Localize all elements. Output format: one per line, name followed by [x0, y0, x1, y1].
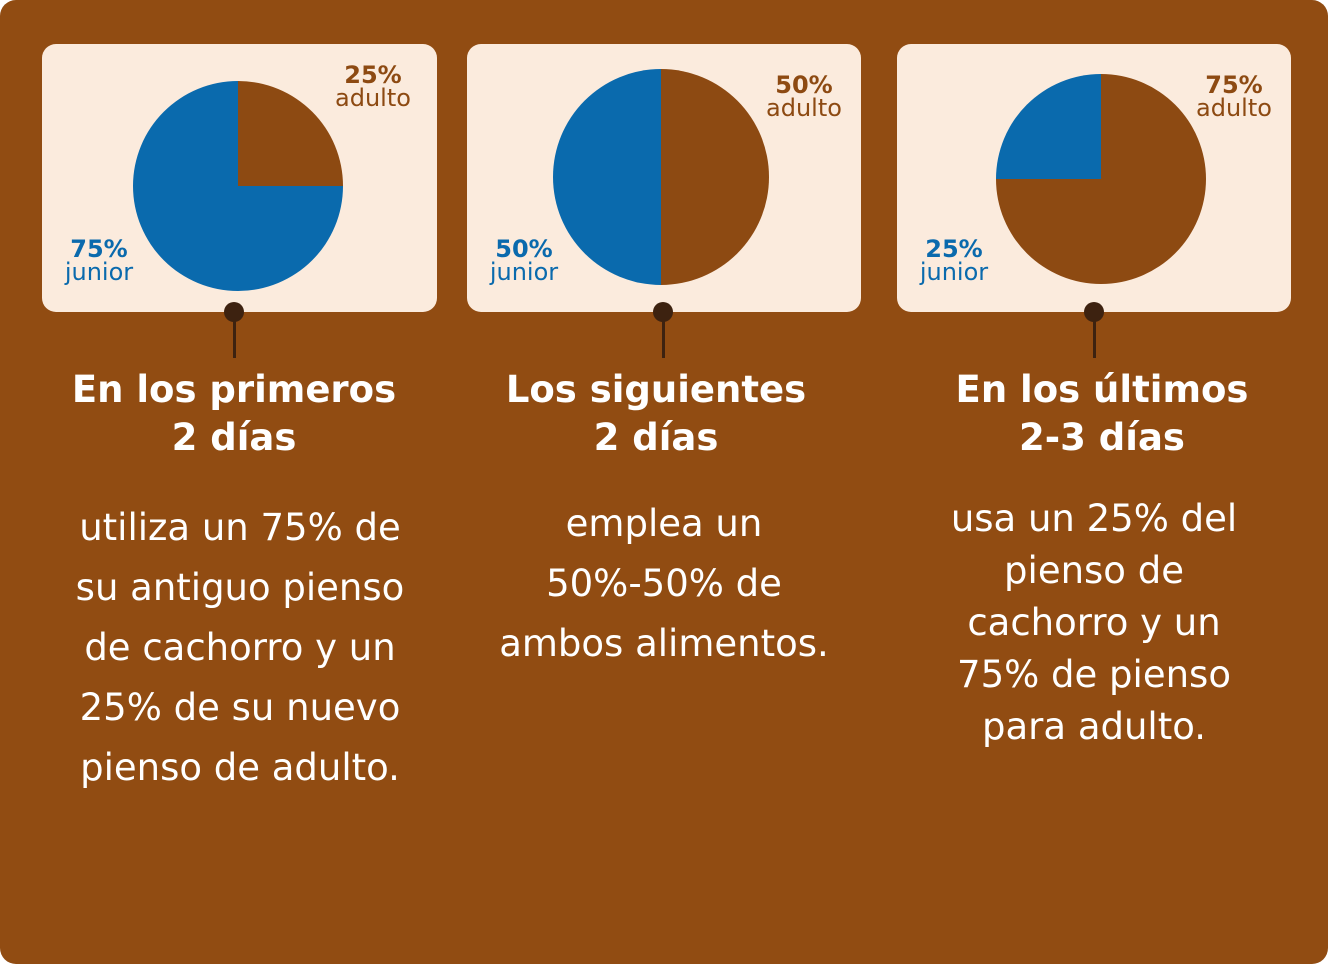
pin-stem-2 — [662, 312, 665, 358]
step-text-2: emplea un 50%-50% de ambos alimentos. — [499, 502, 829, 665]
junior-percent-1: 75% — [70, 235, 128, 263]
junior-percent-2: 50% — [495, 235, 553, 263]
adulto-label-1: 25% adulto — [328, 61, 418, 112]
pie-slice-junior — [553, 69, 661, 285]
pie-slice-junior — [996, 74, 1101, 179]
adulto-label-3: 75% adulto — [1189, 71, 1279, 122]
adulto-name-2: adulto — [766, 94, 842, 122]
junior-name-3: junior — [919, 258, 989, 286]
step-heading-3: En los últimos 2-3 días — [955, 368, 1249, 459]
adulto-percent-3: 75% — [1205, 71, 1263, 99]
pie-chart-2 — [553, 69, 769, 285]
pin-stem-1 — [233, 312, 236, 358]
junior-percent-3: 25% — [925, 235, 983, 263]
pie-card-2: 50% adulto 50% junior — [467, 44, 861, 312]
pie-slice-junior — [133, 81, 343, 291]
adulto-name-3: adulto — [1196, 94, 1272, 122]
junior-label-2: 50% junior — [479, 235, 569, 286]
junior-label-3: 25% junior — [909, 235, 999, 286]
pie-chart-3 — [996, 74, 1206, 284]
pie-card-3: 75% adulto 25% junior — [897, 44, 1291, 312]
adulto-label-2: 50% adulto — [759, 71, 849, 122]
pie-slice-adulto — [238, 81, 343, 186]
adulto-percent-1: 25% — [344, 61, 402, 89]
pin-stem-3 — [1093, 312, 1096, 358]
pie-card-1: 25% adulto 75% junior — [42, 44, 437, 312]
step-heading-2: Los siguientes 2 días — [505, 368, 807, 459]
junior-name-2: junior — [489, 258, 559, 286]
pie-slice-adulto — [661, 69, 769, 285]
junior-name-1: junior — [64, 258, 134, 286]
adulto-name-1: adulto — [335, 84, 411, 112]
step-text-1: utiliza un 75% de su antiguo pienso de c… — [75, 506, 405, 789]
step-heading-1: En los primeros 2 días — [71, 368, 397, 459]
pie-chart-1 — [133, 81, 343, 291]
junior-label-1: 75% junior — [54, 235, 144, 286]
adulto-percent-2: 50% — [775, 71, 833, 99]
step-text-3: usa un 25% del pienso de cachorro y un 7… — [950, 497, 1238, 748]
